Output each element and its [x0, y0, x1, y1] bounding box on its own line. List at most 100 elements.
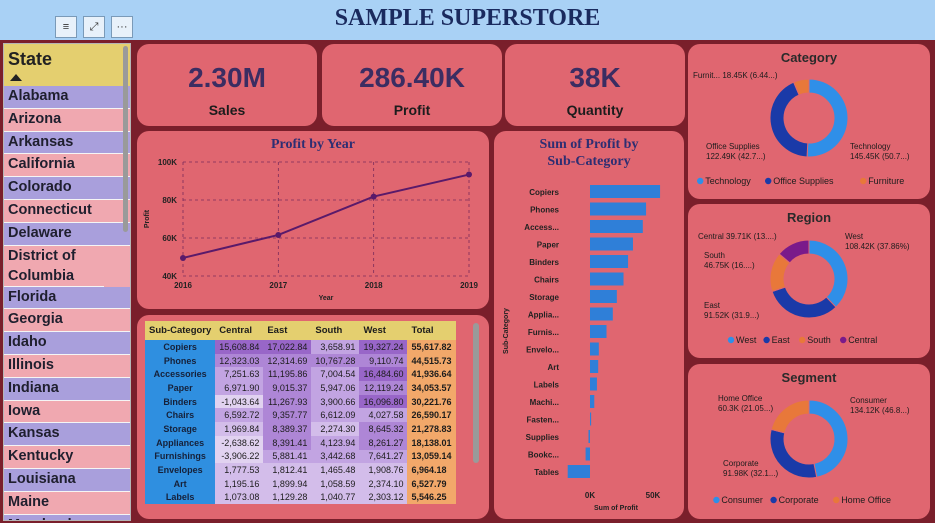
state-slicer[interactable]: State Alabama Arizona Arkansas California Co… [3, 43, 131, 521]
bar[interactable] [590, 290, 617, 303]
table-row[interactable]: Binders -1,043.64 11,267.93 3,900.66 16,096.… [145, 394, 456, 409]
bar[interactable] [590, 185, 661, 198]
table-row[interactable]: Paper 6,971.90 9,015.37 5,947.06 12,119.24 34… [145, 381, 456, 395]
category-label: Chairs [534, 276, 559, 285]
matrix-header-cell[interactable]: South [311, 321, 360, 340]
value-cell: 12,119.24 [359, 381, 408, 395]
table-row[interactable]: Storage 1,969.84 8,389.37 2,274.30 8,645.32 2… [145, 422, 456, 436]
slicer-scrollbar[interactable] [123, 46, 128, 232]
bar[interactable] [567, 465, 590, 478]
sort-caret-icon[interactable] [10, 74, 22, 81]
slicer-header[interactable]: State [4, 44, 130, 86]
sub-category-cell: Storage [145, 422, 216, 436]
slicer-item[interactable]: Illinois [4, 354, 130, 378]
category-label: Copiers [529, 188, 559, 197]
profit-by-subcategory-chart[interactable]: Sum of Profit by Sub-Category Copiers Pho… [494, 131, 684, 519]
region-donut-chart[interactable]: Region Central 39.71K (13....) West 108.42… [688, 204, 930, 358]
table-row[interactable]: Art 1,195.16 1,899.94 1,058.59 2,374.10 6,527… [145, 476, 456, 491]
matrix-header-cell[interactable]: West [359, 321, 408, 340]
table-row[interactable]: Labels 1,073.08 1,129.28 1,040.77 2,303.12 5,… [145, 490, 456, 505]
matrix-header-cell[interactable]: Total [407, 321, 456, 340]
table-row[interactable]: Accessories 7,251.63 11,195.86 7,004.54 16,4… [145, 367, 456, 382]
category-donut-chart[interactable]: Category Furnit... 18.45K (6.44...) Offic… [688, 44, 930, 199]
chart-title: Region [786, 210, 832, 225]
legend-marker [770, 496, 777, 504]
bar[interactable] [590, 220, 643, 233]
slicer-item[interactable]: District of Columbia [4, 245, 104, 287]
total-cell: 55,617.82 [407, 340, 456, 354]
data-point[interactable] [275, 231, 282, 238]
bar[interactable] [590, 377, 597, 391]
sub-category-cell: Accessories [145, 367, 216, 382]
data-point[interactable] [370, 193, 377, 200]
donut-slice[interactable] [792, 78, 810, 96]
value-cell: 12,323.03 [215, 353, 264, 368]
slicer-item[interactable]: Indiana [4, 377, 130, 401]
table-row[interactable]: Appliances -2,638.62 8,391.41 4,123.94 8,261… [145, 435, 456, 450]
table-row[interactable]: Envelopes 1,777.53 1,812.41 1,465.48 1,908.7… [145, 463, 456, 477]
donut-slice[interactable] [808, 239, 849, 308]
bar[interactable] [590, 360, 599, 373]
focus-mode-icon[interactable]: ⤢ [83, 16, 105, 38]
profit-by-year-chart[interactable]: Profit by Year 100K 80K 60K 40K 2016 2017 2018… [137, 131, 489, 309]
donut-data-label: East [704, 301, 721, 310]
x-axis-title: Year [319, 295, 334, 302]
bar[interactable] [588, 430, 590, 443]
slicer-item[interactable]: Idaho [4, 332, 130, 355]
slicer-item[interactable]: Florida [4, 286, 130, 310]
kpi-card-quantity: 38K Quantity [505, 44, 685, 126]
more-options-icon[interactable]: ··· [111, 16, 133, 38]
slicer-item[interactable]: Maryland [4, 514, 130, 520]
donut-slice[interactable] [806, 78, 849, 158]
slicer-item[interactable]: Kentucky [4, 446, 130, 469]
table-row[interactable]: Copiers 15,608.84 17,022.84 3,658.91 19,327.… [145, 340, 456, 354]
sub-category-cell: Chairs [145, 408, 216, 423]
bar[interactable] [590, 325, 607, 338]
bar[interactable] [590, 307, 613, 321]
bar[interactable] [590, 395, 595, 408]
donut-data-label: 60.3K (21.05...) [718, 404, 773, 413]
slicer-item[interactable]: Arkansas [4, 131, 130, 155]
filter-icon[interactable]: ≡ [55, 16, 77, 38]
slicer-item[interactable]: Colorado [4, 177, 130, 200]
segment-donut-chart[interactable]: Segment Home Office 60.3K (21.05...) Consu… [688, 364, 930, 519]
donut-slice[interactable] [808, 399, 849, 478]
matrix-header-cell[interactable]: Central [215, 321, 264, 340]
slicer-item[interactable]: Iowa [4, 400, 130, 424]
bar[interactable] [590, 237, 633, 251]
slicer-item[interactable]: Delaware [4, 222, 130, 246]
sub-category-cell: Appliances [145, 435, 216, 450]
total-cell: 30,221.76 [407, 394, 456, 409]
table-row[interactable]: Furnishings -3,906.22 5,881.41 3,442.68 7,64… [145, 449, 456, 464]
value-cell: 1,908.76 [359, 463, 408, 477]
bar[interactable] [590, 272, 624, 286]
matrix-header-cell[interactable]: East [263, 321, 312, 340]
total-cell: 18,138.01 [407, 435, 456, 450]
bar[interactable] [590, 255, 629, 268]
y-tick-label: 40K [162, 272, 177, 281]
matrix-scrollbar[interactable] [473, 323, 479, 463]
matrix-header-cell[interactable]: Sub-Category [145, 321, 216, 340]
data-point[interactable] [180, 254, 186, 261]
subcategory-region-matrix[interactable]: Sub-Category Central East South West Total Co… [145, 321, 456, 505]
slicer-item[interactable]: Georgia [4, 309, 130, 333]
table-row[interactable]: Chairs 6,592.72 9,357.77 6,612.09 4,027.58 26… [145, 408, 456, 423]
slicer-item[interactable]: California [4, 154, 130, 178]
slicer-item[interactable]: Kansas [4, 423, 130, 447]
bar[interactable] [590, 412, 592, 426]
donut-slice[interactable] [770, 399, 810, 434]
donut-slice[interactable] [778, 239, 810, 264]
table-row[interactable]: Phones 12,323.03 12,314.69 10,767.28 9,110.7… [145, 353, 456, 368]
data-point[interactable] [466, 171, 472, 178]
bar[interactable] [590, 202, 647, 216]
slicer-item[interactable]: Louisiana [4, 468, 130, 492]
slicer-item[interactable]: Arizona [4, 108, 130, 132]
slicer-item[interactable]: Connecticut [4, 199, 130, 223]
donut-data-label: 145.45K (50.7...) [850, 152, 910, 161]
bar[interactable] [590, 342, 599, 356]
bar[interactable] [585, 447, 590, 461]
slicer-item[interactable]: Alabama [4, 86, 130, 109]
slicer-item[interactable]: Maine [4, 491, 130, 515]
legend-item: Technology [705, 176, 751, 186]
donut-slice[interactable] [771, 286, 837, 319]
